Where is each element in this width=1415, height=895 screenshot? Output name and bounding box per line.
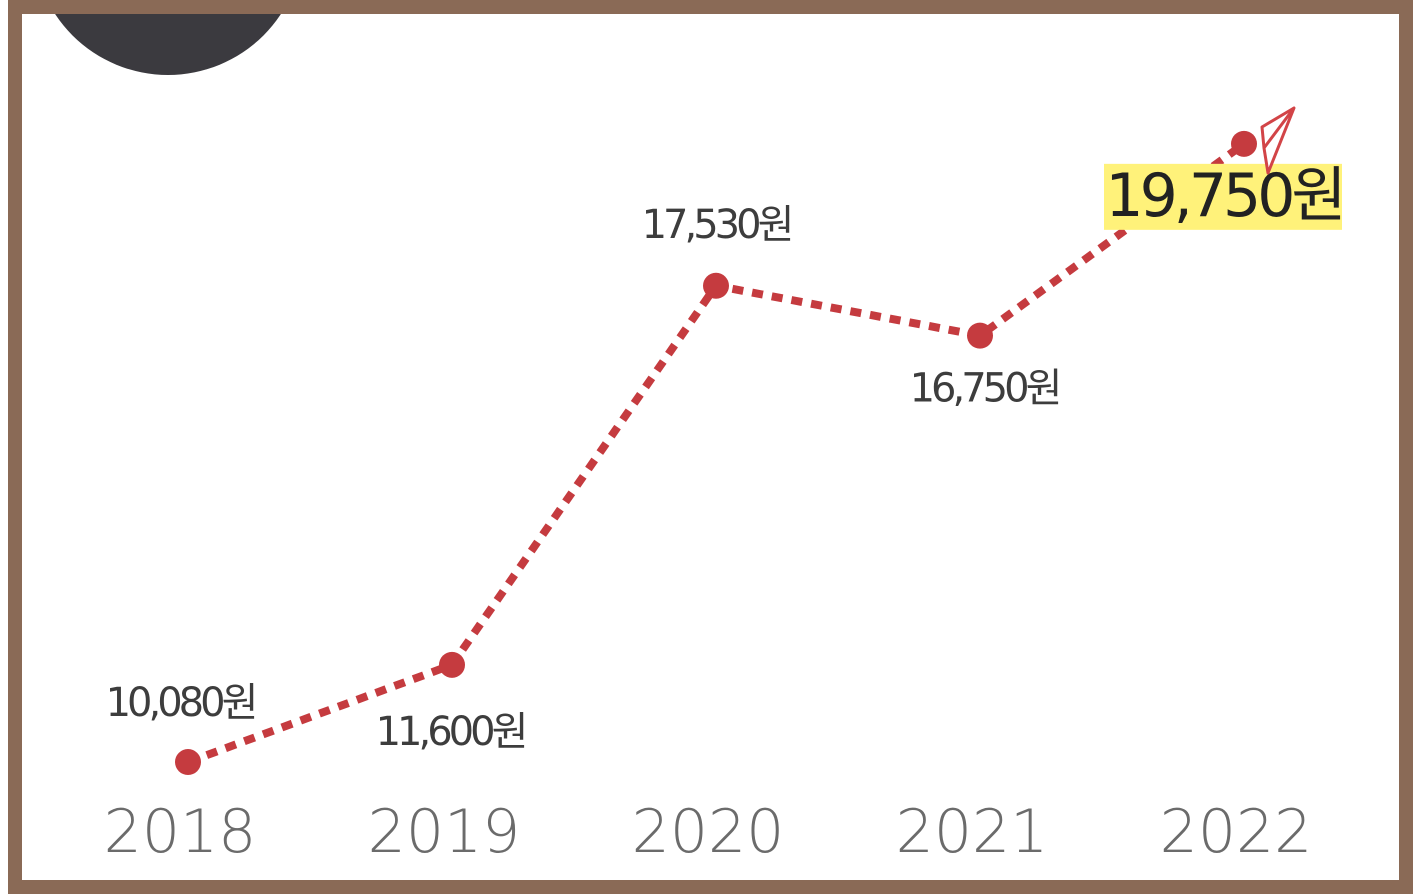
x-tick-2019: 2019 bbox=[368, 797, 521, 867]
paper-plane-arrow-icon bbox=[1260, 106, 1296, 175]
data-point-2021 bbox=[967, 322, 993, 349]
value-label-2018: 10,080원 bbox=[106, 680, 255, 726]
highlight-box bbox=[1104, 163, 1342, 230]
x-tick-2018: 2018 bbox=[104, 797, 257, 867]
value-labels: 10,080원 11,600원 17,530원 16,750원 19,750원 bbox=[106, 161, 1347, 755]
data-point-2020 bbox=[703, 272, 729, 299]
value-label-2022: 19,750원 bbox=[1105, 161, 1342, 231]
data-point-2019 bbox=[439, 651, 465, 678]
value-label-2019: 11,600원 bbox=[376, 709, 525, 755]
x-tick-2022: 2022 bbox=[1160, 797, 1313, 867]
data-point-2022 bbox=[1231, 130, 1257, 157]
x-tick-2020: 2020 bbox=[632, 797, 785, 867]
data-points bbox=[175, 130, 1257, 776]
value-label-2020: 17,530원 bbox=[642, 202, 791, 248]
value-label-2021: 16,750원 bbox=[910, 366, 1059, 412]
chart-frame bbox=[8, 0, 1413, 894]
x-axis-ticks: 2018 2019 2020 2021 2022 bbox=[104, 797, 1313, 867]
data-point-2018 bbox=[175, 749, 201, 776]
x-tick-2021: 2021 bbox=[896, 797, 1049, 867]
